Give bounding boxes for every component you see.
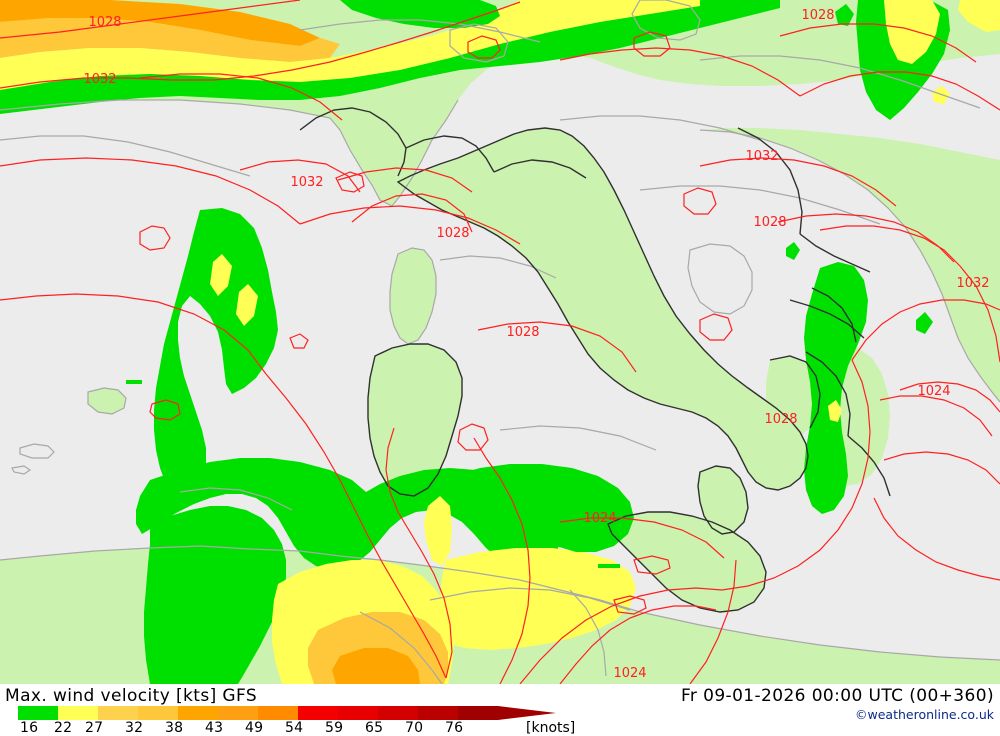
wind-band-22-west2 (236, 284, 258, 326)
legend-swatch-27[interactable] (98, 706, 138, 720)
legend-swatch-22[interactable] (58, 706, 98, 720)
isobar-label: 1028 (88, 15, 121, 30)
wind-band-16-south (136, 458, 560, 570)
isobar-label-value: 1024 (917, 384, 950, 399)
legend-tick-43: 43 (205, 720, 224, 736)
map-footer: Max. wind velocity [kts] GFS Fr 09-01-20… (0, 684, 1000, 736)
legend-swatch-38[interactable] (178, 706, 218, 720)
wind-band-16-small (835, 4, 854, 26)
isobar-label: 1032 (956, 276, 989, 291)
wind-band-38-south (332, 648, 420, 684)
country-borders (299, 107, 891, 613)
legend-tick-16: 16 (20, 720, 39, 736)
isobar-label: 1032 (290, 175, 323, 190)
footer-title-row: Max. wind velocity [kts] GFS Fr 09-01-20… (0, 686, 1000, 708)
wind-band-22 (0, 0, 700, 90)
legend-swatch-65[interactable] (378, 706, 418, 720)
forecast-valid-time: Fr 09-01-2026 00:00 UTC (00+360) (680, 686, 994, 706)
isobar-label-value: 1028 (753, 215, 786, 230)
wind-speed-contours (0, 0, 1000, 684)
legend-tick-65: 65 (365, 720, 384, 736)
wind-band-16-west (154, 208, 278, 500)
legend-swatch-70[interactable] (418, 706, 458, 720)
isobar-label: 1028 (764, 412, 797, 427)
isobar-label-value: 1024 (613, 666, 646, 681)
legend-swatch-59[interactable] (338, 706, 378, 720)
wind-band-16-southeast (452, 464, 634, 552)
wind-band-22-west1 (210, 254, 232, 296)
coastlines (0, 0, 1000, 684)
isobar-label-value: 1032 (956, 276, 989, 291)
isobar-label: 1028 (436, 226, 469, 241)
wind-band-16-tiny (126, 380, 142, 384)
legend-tick-22: 22 (54, 720, 73, 736)
isobar-label-value: 1032 (83, 72, 116, 87)
map-canvas: 1028 1032 1032 1028 1028 1032 1028 1028 1032 1024… (0, 0, 1000, 684)
isobar-label: 1032 (745, 149, 778, 164)
map-title: Max. wind velocity [kts] GFS (5, 686, 258, 706)
isobar-label-value: 1028 (436, 226, 469, 241)
wind-speed-legend[interactable]: 16 22 27 32 38 43 49 54 59 65 70 76 [knots] (0, 706, 1000, 736)
legend-swatch-32[interactable] (138, 706, 178, 720)
wind-band-38 (0, 0, 320, 46)
wind-band-22-corner (958, 0, 1000, 32)
copyright-notice: ©weatheronline.co.uk (855, 707, 994, 722)
isobar-lines (0, 0, 1000, 684)
isobar-label: 1024 (917, 384, 950, 399)
legend-tick-49: 49 (245, 720, 264, 736)
legend-tick-59: 59 (325, 720, 344, 736)
legend-tick-32: 32 (125, 720, 144, 736)
isobar-label-value: 1028 (88, 15, 121, 30)
isobar-label: 1028 (753, 215, 786, 230)
isobar-label-value: 1028 (801, 8, 834, 23)
wind-band-16-alps2 (368, 0, 452, 14)
isobar-label-value: 1028 (506, 325, 539, 340)
isobar-label: 1028 (801, 8, 834, 23)
legend-swatch-16[interactable] (18, 706, 58, 720)
isobar-label-value: 1028 (764, 412, 797, 427)
wind-band-16-diamond (916, 312, 933, 334)
legend-tick-labels: 16 22 27 32 38 43 49 54 59 65 70 76 [knots] (0, 720, 1000, 736)
isobar-label-value: 1024 (583, 511, 616, 526)
legend-unit-label: [knots] (526, 720, 576, 736)
legend-tick-76: 76 (445, 720, 464, 736)
wind-band-22-small (932, 86, 950, 104)
legend-tick-38: 38 (165, 720, 184, 736)
isobar-label-value: 1032 (290, 175, 323, 190)
isobar-labels: 1028 1032 1032 1028 1028 1032 1028 1028 1032 1024… (83, 8, 989, 681)
wind-band-16-diamond2 (786, 242, 800, 260)
wind-band-22-pillar (424, 496, 452, 566)
isobar-label: 1032 (83, 72, 116, 87)
wind-band-22-ne (884, 0, 940, 64)
legend-color-bar[interactable] (18, 706, 556, 720)
weather-map[interactable]: 1028 1032 1032 1028 1028 1032 1028 1028 1032 1024… (0, 0, 1000, 684)
isobar-label: 1024 (613, 666, 646, 681)
isobar-label: 1028 (506, 325, 539, 340)
legend-swatch-49[interactable] (258, 706, 298, 720)
legend-tip-arrow (498, 706, 556, 720)
wind-band-22-southeast (440, 548, 636, 650)
legend-swatch-76[interactable] (458, 706, 498, 720)
wind-band-22-adriatic (828, 400, 842, 422)
legend-swatch-43[interactable] (218, 706, 258, 720)
legend-tick-27: 27 (85, 720, 104, 736)
wind-band-16-southwest (144, 506, 286, 684)
legend-tick-54: 54 (285, 720, 304, 736)
isobar-label-value: 1032 (745, 149, 778, 164)
isobar-label: 1024 (583, 511, 616, 526)
wind-band-16-tiny2 (598, 564, 620, 568)
legend-tick-70: 70 (405, 720, 424, 736)
wind-band-16 (0, 0, 780, 114)
legend-swatch-54[interactable] (298, 706, 338, 720)
